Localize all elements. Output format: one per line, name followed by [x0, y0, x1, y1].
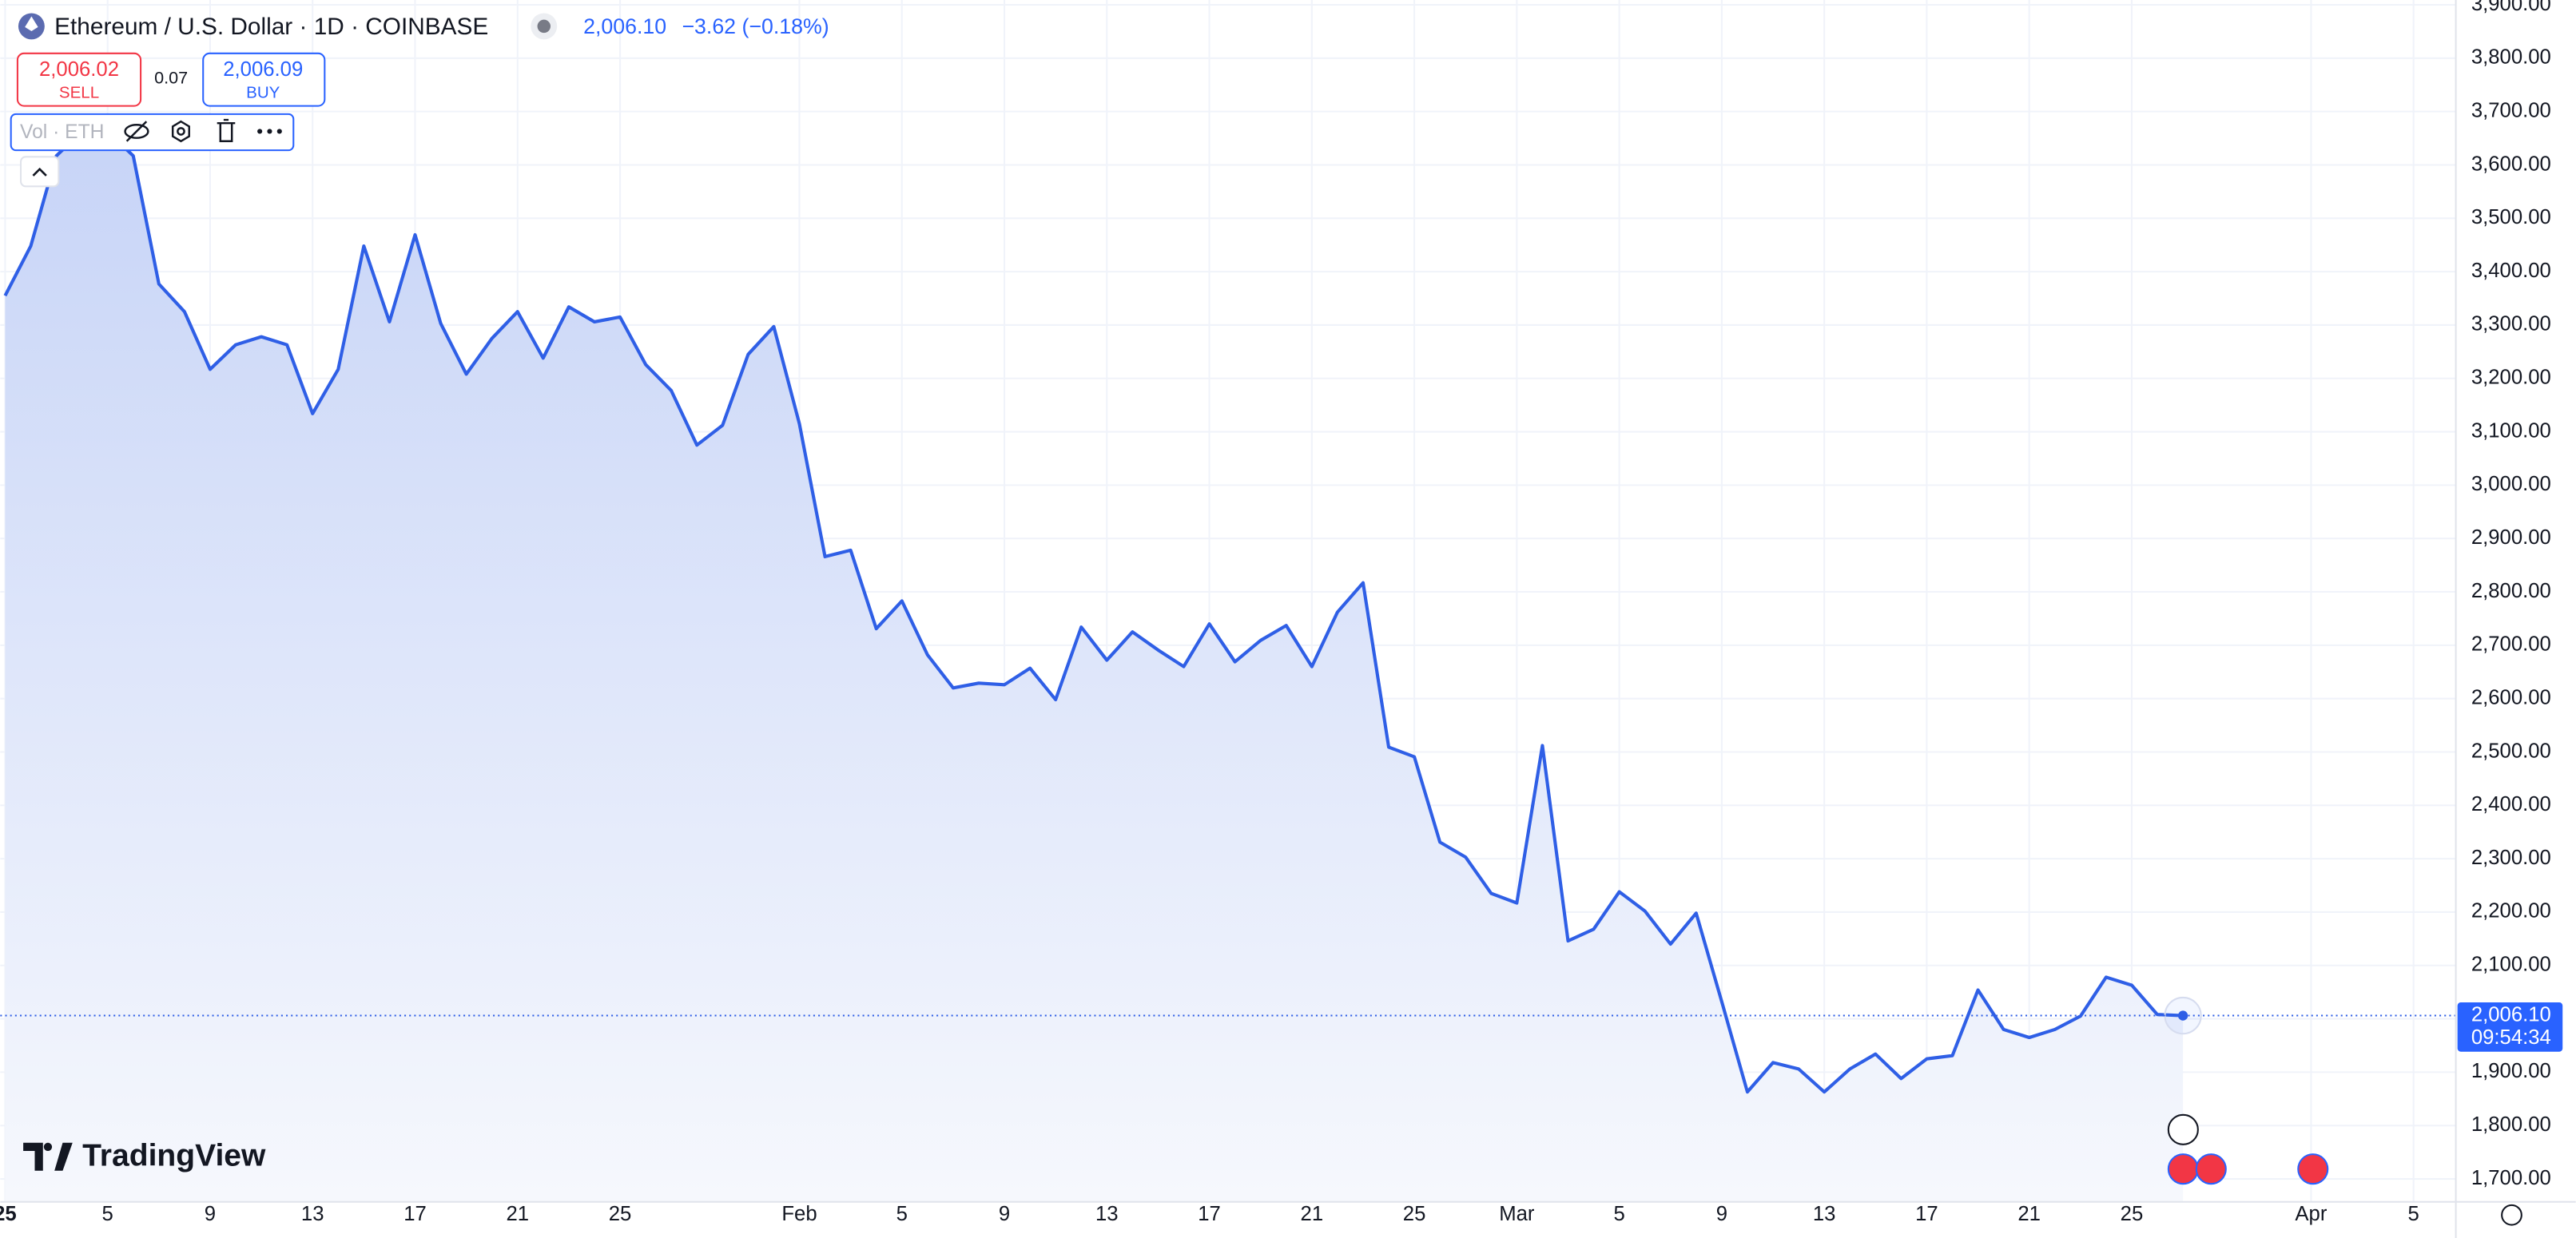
more-icon[interactable] — [257, 129, 282, 134]
hide-icon[interactable] — [124, 124, 149, 139]
dot — [257, 129, 263, 134]
delete-icon[interactable] — [217, 118, 236, 143]
y-tick-label: 2,600.00 — [2471, 686, 2551, 708]
buy-button[interactable] — [202, 52, 326, 107]
plot — [0, 129, 2456, 1202]
y-tick-label: 2,500.00 — [2471, 740, 2551, 762]
collapse-button[interactable] — [19, 156, 60, 188]
status-dot — [537, 19, 551, 34]
x-tick-label: 9 — [205, 1203, 216, 1225]
x-tick-label: 13 — [1095, 1203, 1119, 1225]
x-tick-label: 25 — [1403, 1203, 1426, 1225]
x-tick-label: 25 — [2121, 1203, 2144, 1225]
x-tick-label: Apr — [2295, 1203, 2327, 1225]
x-tick-label: 5 — [2408, 1203, 2419, 1225]
buy-label: BUY — [246, 84, 280, 102]
y-tick-label: 3,300.00 — [2471, 313, 2551, 335]
price-change: −3.62 (−0.18%) — [682, 14, 829, 38]
settings-icon[interactable] — [171, 120, 190, 143]
last-point — [2177, 1010, 2188, 1021]
x-tick-label: 17 — [403, 1203, 427, 1225]
x-tick-label: 9 — [1716, 1203, 1727, 1225]
y-tick-label: 3,500.00 — [2471, 206, 2551, 228]
y-tick-label: 2,300.00 — [2471, 847, 2551, 869]
y-tick-label: 3,900.00 — [2471, 0, 2551, 15]
x-tick-label: 25 — [0, 1203, 17, 1225]
settings-button[interactable] — [2501, 1204, 2522, 1226]
y-tick-label: 2,800.00 — [2471, 580, 2551, 602]
y-tick-label: 1,900.00 — [2471, 1060, 2551, 1082]
y-tick-label: 3,800.00 — [2471, 46, 2551, 69]
x-tick-label: 25 — [609, 1203, 632, 1225]
last-price: 2,006.10 — [583, 14, 666, 38]
x-tick-label: 21 — [506, 1203, 529, 1225]
indicator-tools — [124, 118, 236, 143]
y-tick-label: 3,100.00 — [2471, 419, 2551, 442]
buy-price: 2,006.09 — [223, 58, 303, 81]
price-tag-label: 2,006.10 — [2471, 1003, 2551, 1026]
x-tick-label: 17 — [1198, 1203, 1221, 1225]
collapse-icon — [32, 167, 47, 177]
sell-label: SELL — [59, 84, 99, 102]
header: Ethereum / U.S. Dollar · 1D · COINBASE 2… — [10, 13, 829, 188]
hide-icon-slash — [125, 121, 148, 142]
x-tick-label: 13 — [301, 1203, 324, 1225]
x-tick-label: 21 — [1301, 1203, 1324, 1225]
price-tag — [2457, 1002, 2563, 1052]
event-icon[interactable] — [2297, 1153, 2329, 1185]
event-icon[interactable] — [2167, 1153, 2199, 1185]
symbol-title[interactable]: Ethereum / U.S. Dollar · 1D · COINBASE — [54, 14, 488, 40]
x-tick-label: Mar — [1499, 1203, 1535, 1225]
y-tick-label: 3,600.00 — [2471, 153, 2551, 175]
y-tick-label: 2,100.00 — [2471, 954, 2551, 976]
x-tick-label: 21 — [2017, 1203, 2041, 1225]
y-tick-label: 2,400.00 — [2471, 793, 2551, 815]
sell-price: 2,006.02 — [39, 58, 119, 81]
settings-icon-center — [177, 127, 185, 136]
y-tick-label: 3,000.00 — [2471, 473, 2551, 495]
brand-name: TradingView — [82, 1139, 266, 1173]
line — [3, 129, 2184, 1094]
area — [5, 131, 2184, 1202]
eth-glyph — [25, 16, 38, 32]
sell-button[interactable] — [16, 52, 142, 107]
event-icons — [2167, 1113, 2522, 1226]
event-icon[interactable] — [2195, 1153, 2227, 1185]
y-tick-label: 2,200.00 — [2471, 900, 2551, 923]
brand: TradingView — [23, 1139, 266, 1173]
brand-logo — [23, 1142, 73, 1171]
dot — [276, 129, 282, 134]
x-tick-label: 5 — [1613, 1203, 1624, 1225]
x-tick-label: Feb — [781, 1203, 817, 1225]
spread: 0.07 — [154, 67, 188, 87]
y-tick-label: 1,800.00 — [2471, 1113, 2551, 1136]
x-tick-label: 17 — [1915, 1203, 1938, 1225]
y-tick-label: 3,400.00 — [2471, 260, 2551, 282]
x-tick-label: 5 — [102, 1203, 113, 1225]
y-tick-label: 2,700.00 — [2471, 633, 2551, 656]
event-icon[interactable] — [2167, 1113, 2199, 1145]
y-tick-label: 3,200.00 — [2471, 367, 2551, 389]
y-tick-label: 3,700.00 — [2471, 99, 2551, 121]
price-tag-countdown: 09:54:34 — [2471, 1026, 2551, 1049]
dot — [267, 129, 272, 134]
x-tick-label: 5 — [896, 1203, 908, 1225]
x-tick-label: 13 — [1813, 1203, 1836, 1225]
y-tick-label: 1,700.00 — [2471, 1167, 2551, 1189]
y-tick-label: 2,900.00 — [2471, 526, 2551, 549]
x-tick-label: 9 — [999, 1203, 1010, 1225]
indicator-label[interactable]: Vol · ETH — [20, 121, 105, 143]
